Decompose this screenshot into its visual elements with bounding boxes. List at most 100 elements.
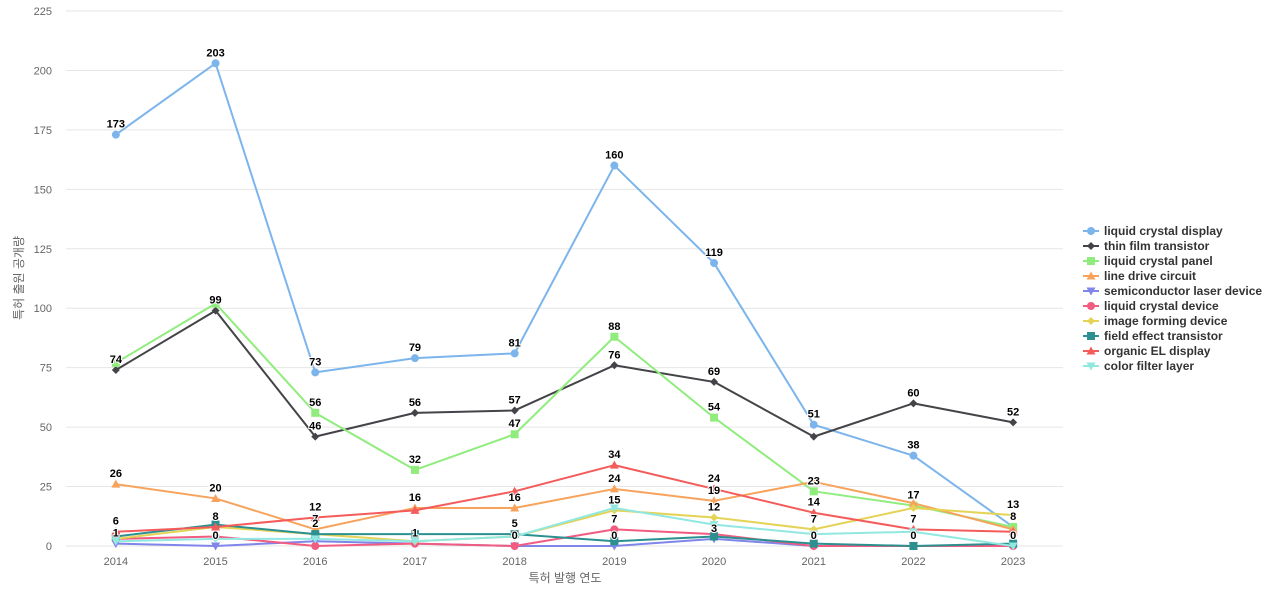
data-point[interactable] [609,460,619,469]
data-point[interactable] [510,542,519,550]
data-point[interactable] [211,306,220,315]
data-point[interactable] [410,408,419,417]
data-point[interactable] [610,525,619,534]
data-point[interactable] [111,527,121,536]
data-point[interactable] [111,532,120,541]
legend-item[interactable]: organic EL display [1083,344,1211,358]
data-point[interactable] [809,508,819,517]
data-label: 73 [309,356,321,368]
data-point[interactable] [311,432,320,441]
data-point[interactable] [809,432,818,441]
data-point[interactable] [111,130,120,139]
data-label: 14 [808,497,821,509]
series-line[interactable] [115,523,1014,547]
data-point[interactable] [1008,542,1018,551]
data-point[interactable] [809,477,819,486]
data-point[interactable] [610,161,619,170]
data-point[interactable] [211,299,220,308]
data-point[interactable] [710,513,719,522]
series-line[interactable] [115,309,1014,438]
data-point[interactable] [310,535,320,544]
data-point[interactable] [311,368,320,377]
data-point[interactable] [111,358,120,367]
legend-item[interactable]: liquid crystal panel [1083,254,1213,268]
data-point[interactable] [709,496,719,505]
data-point[interactable] [1009,511,1018,520]
data-point[interactable] [211,542,221,551]
data-point[interactable] [609,484,619,493]
data-point[interactable] [710,413,719,422]
data-point[interactable] [610,361,619,370]
data-point[interactable] [311,542,320,550]
data-point[interactable] [111,366,120,375]
data-point[interactable] [609,504,619,513]
data-point[interactable] [809,539,818,548]
series-line[interactable] [115,62,1014,528]
series-line[interactable] [115,464,1014,533]
legend-label: line drive circuit [1104,269,1196,283]
data-point[interactable] [211,535,221,544]
data-point[interactable] [111,537,121,546]
legend-item[interactable]: thin film transistor [1083,239,1210,253]
data-point[interactable] [111,479,121,488]
data-point[interactable] [311,530,320,539]
data-point[interactable] [510,532,520,541]
data-point[interactable] [211,522,221,531]
data-point[interactable] [809,487,818,496]
data-label: 15 [608,494,620,506]
data-point[interactable] [909,451,918,460]
data-point[interactable] [908,528,918,537]
data-point[interactable] [710,377,719,386]
data-point[interactable] [410,505,420,514]
data-point[interactable] [809,530,819,539]
data-point[interactable] [710,532,719,541]
legend-item[interactable]: field effect transistor [1083,329,1223,343]
data-point[interactable] [410,537,420,546]
data-point[interactable] [410,354,419,363]
data-point[interactable] [709,484,719,493]
data-point[interactable] [211,59,220,68]
data-point[interactable] [909,399,918,408]
data-point[interactable] [510,430,519,439]
data-point[interactable] [610,332,619,341]
legend-marker [1086,362,1096,371]
data-point[interactable] [909,503,918,512]
data-point[interactable] [710,259,719,268]
data-point[interactable] [909,542,918,550]
data-point[interactable] [410,530,419,539]
series-line[interactable] [115,480,1014,531]
data-point[interactable] [610,537,619,546]
legend-item[interactable]: semiconductor laser device [1083,284,1262,298]
data-point[interactable] [510,406,519,415]
data-point[interactable] [310,512,320,521]
legend-marker [1086,271,1096,280]
data-label: 56 [309,397,321,409]
data-point[interactable] [908,498,918,507]
data-point[interactable] [510,349,519,358]
data-point[interactable] [1009,418,1018,427]
x-tick-label: 2022 [901,556,925,568]
data-point[interactable] [809,420,818,429]
data-point[interactable] [1008,527,1018,536]
legend-item[interactable]: line drive circuit [1083,269,1196,283]
series-line[interactable] [115,506,1014,547]
data-point[interactable] [709,521,719,530]
data-point[interactable] [211,493,221,502]
legend-marker [1087,302,1095,310]
legend-item[interactable]: color filter layer [1083,359,1194,373]
series-line[interactable] [115,302,1014,528]
data-label: 24 [708,473,721,485]
legend-item[interactable]: liquid crystal display [1083,224,1223,238]
legend-item[interactable]: image forming device [1083,314,1228,328]
data-label: 0 [910,530,916,542]
data-point[interactable] [311,408,320,417]
data-point[interactable] [410,465,419,474]
data-point[interactable] [510,503,520,512]
series-line[interactable] [115,506,1014,543]
y-tick-label: 50 [40,422,52,434]
data-label: 57 [509,394,521,406]
data-point[interactable] [510,486,520,495]
legend-item[interactable]: liquid crystal device [1083,299,1219,313]
